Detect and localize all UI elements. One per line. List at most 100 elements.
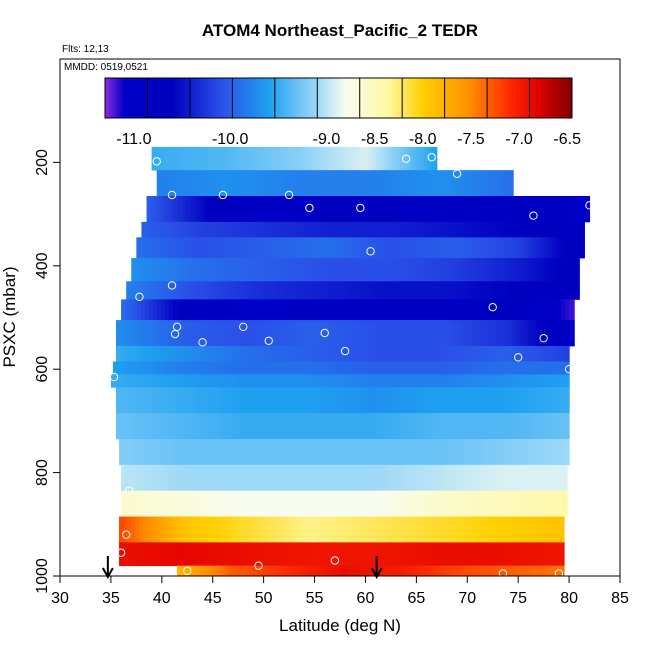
heatmap-cell (488, 345, 493, 362)
heatmap-cell (517, 490, 522, 517)
x-tick-label: 30 (51, 590, 69, 607)
heatmap-cell (541, 565, 546, 577)
heatmap-cell (356, 387, 361, 414)
heatmap-cell (531, 439, 536, 466)
heatmap-cell (474, 281, 479, 300)
heatmap-cell (557, 221, 563, 238)
heatmap-cell (490, 196, 496, 223)
heatmap-cell (361, 299, 366, 321)
heatmap-cell (420, 361, 426, 375)
heatmap-cell (320, 413, 325, 440)
heatmap-cell (195, 542, 200, 567)
heatmap-cell (429, 299, 434, 321)
heatmap-cell (205, 565, 210, 577)
heatmap-cell (484, 413, 489, 440)
heatmap-cell (262, 281, 267, 300)
heatmap-cell (403, 258, 408, 282)
heatmap-cell (325, 565, 330, 577)
heatmap-cell (163, 542, 168, 567)
heatmap-cell (300, 320, 305, 347)
heatmap-cell (209, 299, 214, 321)
heatmap-cell (565, 221, 571, 238)
heatmap-cell (195, 439, 200, 466)
heatmap-cell (159, 146, 165, 171)
heatmap-cell (373, 464, 378, 492)
heatmap-cell (564, 345, 569, 362)
heatmap-cell (507, 542, 512, 567)
heatmap-cell (394, 196, 400, 223)
heatmap-cell (414, 374, 420, 388)
heatmap-cell (362, 374, 368, 388)
heatmap-cell (241, 464, 246, 492)
heatmap-cell (527, 516, 532, 543)
heatmap-cell (301, 464, 306, 492)
heatmap-cell (546, 281, 551, 300)
heatmap-cell (224, 320, 229, 347)
heatmap-cell (458, 281, 463, 300)
heatmap-cell (200, 237, 205, 259)
heatmap-cell (383, 516, 388, 543)
heatmap-cell (253, 565, 258, 577)
heatmap-cell (410, 196, 416, 223)
heatmap-cell (182, 196, 188, 223)
heatmap-cell (421, 490, 426, 517)
heatmap-cell (412, 361, 418, 375)
heatmap-cell (376, 361, 382, 375)
heatmap-cell (360, 320, 365, 347)
heatmap-cell (302, 281, 307, 300)
heatmap-cell (224, 237, 229, 259)
heatmap-cell (267, 516, 272, 543)
heatmap-cell (395, 146, 401, 171)
heatmap-cell (431, 258, 436, 282)
heatmap-cell (195, 516, 200, 543)
heatmap-cell (540, 345, 545, 362)
heatmap-cell (171, 439, 176, 466)
heatmap-cell (219, 146, 225, 171)
heatmap-cell (469, 299, 474, 321)
heatmap-cell (409, 464, 414, 492)
heatmap-cell (217, 464, 222, 492)
heatmap-cell (485, 490, 490, 517)
heatmap-cell (243, 516, 248, 543)
heatmap-cell (169, 299, 174, 321)
heatmap-cell (305, 490, 310, 517)
heatmap-cell (480, 170, 486, 197)
heatmap-cell (531, 542, 536, 567)
heatmap-cell (149, 490, 154, 517)
heatmap-cell (454, 281, 459, 300)
heatmap-cell (503, 258, 508, 282)
heatmap-cell (509, 565, 514, 577)
heatmap-cell (381, 565, 386, 577)
heatmap-cell (193, 299, 198, 321)
heatmap-cell (557, 464, 562, 492)
observation-point (170, 329, 180, 339)
heatmap-cell (265, 299, 270, 321)
heatmap-cell (316, 345, 321, 362)
heatmap-cell (488, 320, 493, 347)
heatmap-cell (400, 361, 406, 375)
heatmap-cell (380, 320, 385, 347)
heatmap-cell (260, 320, 265, 347)
heatmap-cell (432, 345, 437, 362)
x-axis-label: Latitude (deg N) (279, 616, 401, 635)
heatmap-cell (355, 516, 360, 543)
heatmap-cell (515, 258, 520, 282)
heatmap-cell (247, 439, 252, 466)
heatmap-cell (332, 170, 338, 197)
heatmap-cell (340, 237, 345, 259)
heatmap-cell (142, 281, 147, 300)
heatmap-cell (204, 170, 210, 197)
heatmap-cell (287, 516, 292, 543)
heatmap-cell (404, 413, 409, 440)
heatmap-cell (208, 413, 213, 440)
heatmap-cell (257, 221, 263, 238)
heatmap-cell (369, 299, 374, 321)
heatmap-cell (485, 464, 490, 492)
heatmap-cell (403, 542, 408, 567)
heatmap-cell (319, 146, 325, 171)
heatmap-cell (151, 439, 156, 466)
heatmap-cell (288, 170, 294, 197)
heatmap-cell (130, 374, 136, 388)
heatmap-cell (354, 281, 359, 300)
heatmap-cell (469, 565, 474, 577)
